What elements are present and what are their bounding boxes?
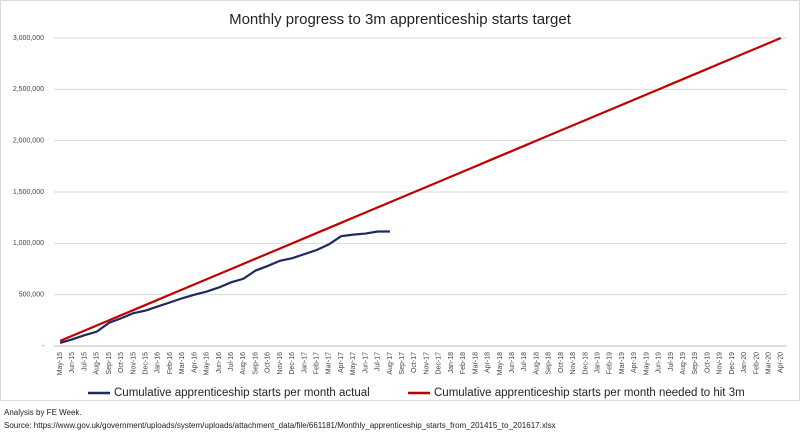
note: Source: https://www.gov.uk/government/up… (4, 421, 556, 430)
x-tick-label: Feb-19 (607, 352, 614, 374)
series-line (59, 230, 390, 344)
x-tick-label: Jul-16 (228, 352, 235, 371)
x-tick-label: Oct-19 (704, 352, 711, 373)
x-tick-label: Jul-19 (668, 352, 675, 371)
x-tick-label: Nov-16 (277, 352, 284, 375)
x-tick-label: May-17 (350, 352, 357, 375)
x-tick-label: Aug-19 (680, 352, 687, 375)
x-tick-label: Apr-17 (338, 352, 345, 373)
x-tick-label: Jan-19 (594, 352, 601, 374)
x-tick-label: May-15 (57, 352, 64, 375)
x-tick-label: Aug-18 (533, 352, 540, 375)
x-tick-label: Jul-15 (81, 352, 88, 371)
x-tick-label: Jan-16 (155, 352, 162, 374)
legend-label: Cumulative apprenticeship starts per mon… (434, 387, 745, 399)
chart-frame (0, 0, 800, 401)
x-tick-label: Jul-18 (521, 352, 528, 371)
x-tick-label: Feb-20 (753, 352, 760, 374)
series-line (59, 36, 782, 342)
x-tick-label: Feb-17 (314, 352, 321, 374)
y-tick-label: 1,000,000 (13, 240, 44, 247)
x-tick-label: Apr-18 (485, 352, 492, 373)
x-tick-label: Sep-15 (106, 352, 113, 375)
x-tick-label: May-19 (643, 352, 650, 375)
x-tick-label: Oct-15 (118, 352, 125, 373)
legend-label: Cumulative apprenticeship starts per mon… (114, 387, 370, 399)
x-tick-label: Apr-16 (191, 352, 198, 373)
x-tick-label: Mar-19 (619, 352, 626, 374)
x-tick-label: Aug-16 (240, 352, 247, 375)
x-tick-label: Jun-15 (69, 352, 76, 374)
y-tick-label: 1,500,000 (13, 189, 44, 196)
x-tick-label: Mar-20 (766, 352, 773, 374)
x-tick-label: Jan-20 (741, 352, 748, 374)
x-tick-label: Dec-15 (142, 352, 149, 375)
x-tick-label: Aug-15 (94, 352, 101, 375)
x-tick-label: Nov-19 (717, 352, 724, 375)
x-tick-label: Nov-17 (423, 352, 430, 375)
x-tick-label: Dec-17 (436, 352, 443, 375)
x-tick-label: Mar-16 (179, 352, 186, 374)
x-tick-label: Oct-18 (558, 352, 565, 373)
y-tick-label: 2,000,000 (13, 138, 44, 145)
x-tick-label: Apr-20 (778, 352, 785, 373)
chart-title: Monthly progress to 3m apprenticeship st… (229, 11, 572, 28)
x-tick-label: Oct-16 (265, 352, 272, 373)
y-tick-label: 500,000 (19, 292, 44, 299)
x-tick-label: Jun-19 (656, 352, 663, 374)
x-tick-label: Aug-17 (387, 352, 394, 375)
x-tick-label: Jun-18 (509, 352, 516, 374)
x-tick-label: Sep-18 (546, 352, 553, 375)
x-tick-label: Nov-15 (130, 352, 137, 375)
y-tick-label: - (42, 343, 45, 350)
y-tick-label: 3,000,000 (13, 35, 44, 42)
x-tick-label: Jun-17 (362, 352, 369, 374)
x-tick-label: May-18 (497, 352, 504, 375)
x-tick-label: Jul-17 (375, 352, 382, 371)
x-tick-label: Sep-17 (399, 352, 406, 375)
x-tick-label: Mar-18 (472, 352, 479, 374)
x-tick-label: Dec-16 (289, 352, 296, 375)
x-tick-label: Feb-18 (460, 352, 467, 374)
x-tick-label: Jun-16 (216, 352, 223, 374)
x-tick-label: Dec-18 (582, 352, 589, 375)
x-tick-label: Jan-17 (301, 352, 308, 374)
x-tick-label: Feb-16 (167, 352, 174, 374)
y-tick-label: 2,500,000 (13, 86, 44, 93)
x-tick-label: Sep-16 (252, 352, 259, 375)
x-tick-label: May-16 (204, 352, 211, 375)
x-tick-label: Mar-17 (326, 352, 333, 374)
x-tick-label: Apr-19 (631, 352, 638, 373)
x-tick-label: Jan-18 (448, 352, 455, 374)
note: Analysis by FE Week. (4, 408, 82, 417)
x-tick-label: Dec-19 (729, 352, 736, 375)
x-tick-label: Oct-17 (411, 352, 418, 373)
x-tick-label: Nov-18 (570, 352, 577, 375)
x-tick-label: Sep-19 (692, 352, 699, 375)
